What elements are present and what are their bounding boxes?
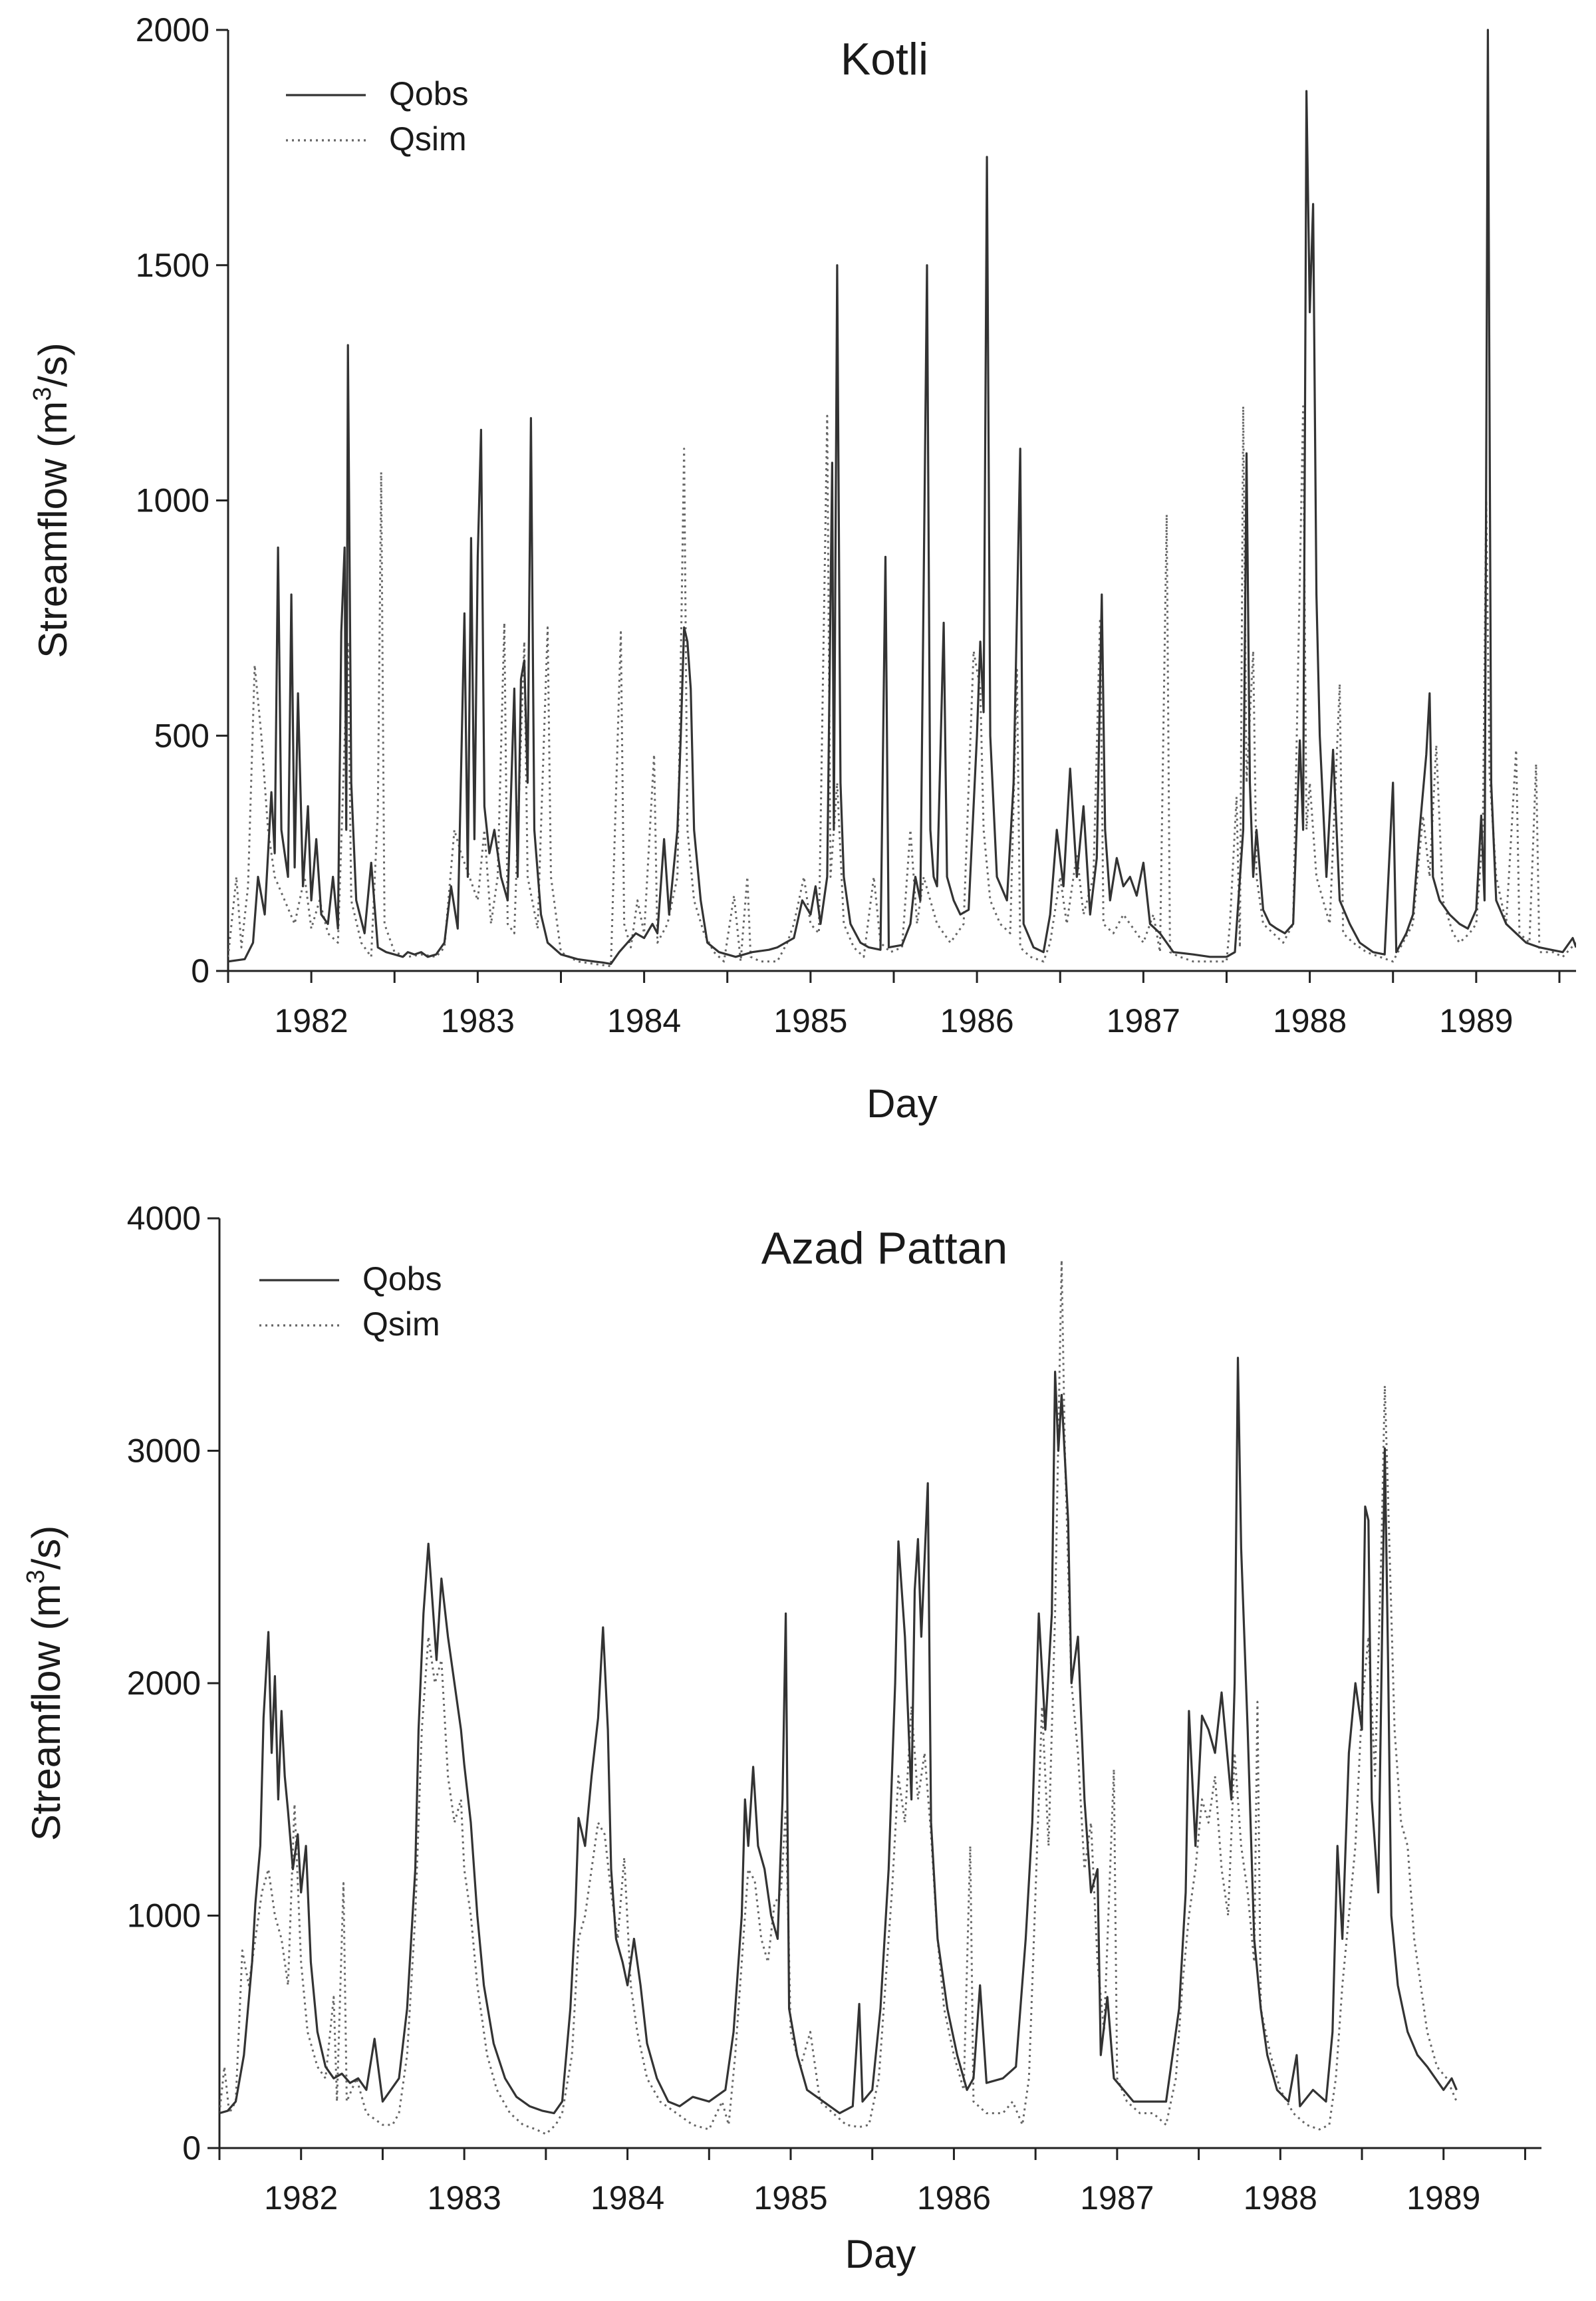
x-tick-label: 1985 <box>753 2179 827 2217</box>
y-axis-title-end: /s) <box>24 1526 68 1570</box>
x-tick-label: 1984 <box>591 2179 664 2217</box>
legend-label-qobs: Qobs <box>362 1260 442 1297</box>
chart-0-group: 0 500 1000 1500 2000 1982 1983 1984 1985 1986 1987… <box>29 11 1576 1126</box>
series-line-qsim <box>228 405 1576 968</box>
x-axis-title: Day <box>866 1081 938 1126</box>
x-tick-label: 1989 <box>1439 1002 1513 1039</box>
y-tick-label: 0 <box>182 2129 201 2167</box>
x-tick-label: 1987 <box>1107 1002 1180 1039</box>
x-tick-label: 1986 <box>940 1002 1013 1039</box>
y-tick-label: 1500 <box>136 247 209 284</box>
x-tick-label: 1984 <box>607 1002 681 1039</box>
y-axis-title: Streamflow (m3/s) <box>29 342 75 658</box>
y-axis-title: Streamflow (m3/s) <box>22 1526 68 1841</box>
y-tick-label: 4000 <box>127 1200 201 1237</box>
x-tick-label: 1987 <box>1080 2179 1154 2217</box>
y-axis-title-sup: 3 <box>22 1569 50 1583</box>
legend-label-qsim: Qsim <box>389 120 467 158</box>
y-axis-title-end: /s) <box>31 342 75 387</box>
x-tick-label: 1982 <box>275 1002 348 1039</box>
y-tick-label: 500 <box>154 717 209 754</box>
series-line-qobs <box>219 1357 1458 2115</box>
chart-title: Azad Pattan <box>761 1223 1007 1274</box>
chart-title: Kotli <box>841 34 928 84</box>
legend-label-qsim: Qsim <box>362 1305 440 1343</box>
x-axis-title: Day <box>845 2232 916 2276</box>
x-tick-label: 1988 <box>1273 1002 1347 1039</box>
series-line-qsim <box>219 1259 1458 2135</box>
x-tick-label: 1985 <box>773 1002 847 1039</box>
y-axis-title-base: Streamflow (m <box>31 401 75 658</box>
x-tick-label: 1983 <box>428 2179 501 2217</box>
y-axis-title-base: Streamflow (m <box>24 1584 68 1841</box>
y-tick-label: 1000 <box>136 482 209 519</box>
y-tick-label: 3000 <box>127 1432 201 1470</box>
x-tick-label: 1986 <box>917 2179 991 2217</box>
x-tick-label: 1988 <box>1244 2179 1317 2217</box>
y-axis-title-sup: 3 <box>29 387 57 401</box>
y-tick-label: 0 <box>191 952 209 990</box>
x-tick-label: 1989 <box>1406 2179 1480 2217</box>
x-tick-label: 1983 <box>441 1002 515 1039</box>
series-line-qobs <box>228 29 1576 965</box>
legend-label-qobs: Qobs <box>389 75 469 112</box>
y-tick-label: 2000 <box>136 11 209 49</box>
chart-1-group: 0 1000 2000 3000 4000 1982 1983 1984 1985 1986 198… <box>22 1200 1541 2276</box>
y-tick-label: 2000 <box>127 1665 201 1702</box>
x-tick-label: 1982 <box>264 2179 338 2217</box>
y-tick-label: 1000 <box>127 1897 201 1935</box>
